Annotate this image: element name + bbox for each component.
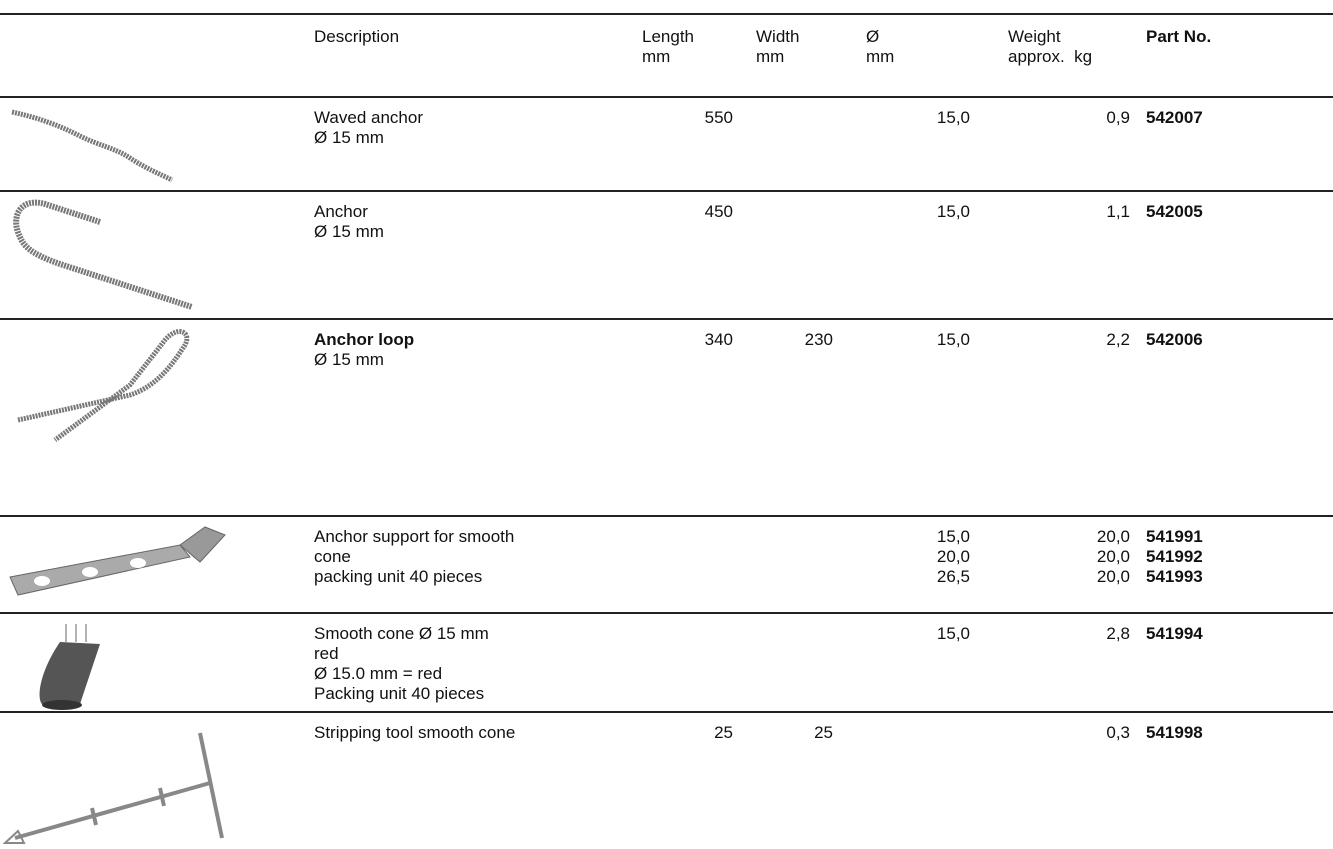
cell-description: Ø 15 mm — [314, 350, 384, 369]
cell-width: 25 — [814, 723, 833, 742]
cell-diameter: 26,5 — [936, 567, 970, 586]
anchor-support-image — [9, 526, 226, 596]
smooth-cone-image — [39, 624, 100, 710]
stripping-tool-image — [2, 732, 224, 844]
cell-diameter: 15,0 — [936, 624, 970, 643]
cell-description: Anchor — [314, 202, 368, 221]
cell-description: Smooth cone Ø 15 mm — [314, 624, 489, 643]
cell-diameter: 15,0 — [936, 330, 970, 349]
anchor-image — [13, 199, 193, 310]
cell-description: red — [314, 644, 339, 663]
cell-part-no: 541992 — [1146, 547, 1203, 566]
cell-description: Packing unit 40 pieces — [314, 684, 485, 703]
header-length: mm — [642, 47, 671, 66]
row-rule — [0, 515, 1333, 517]
row-rule — [0, 190, 1333, 192]
cell-diameter: 15,0 — [936, 108, 970, 127]
cell-weight: 0,3 — [1106, 723, 1130, 742]
cell-length: 340 — [704, 330, 733, 349]
cell-diameter: 20,0 — [936, 547, 970, 566]
row-rule — [0, 318, 1333, 320]
cell-length: 25 — [714, 723, 733, 742]
row-rule — [0, 13, 1333, 15]
header-weight: Weight — [1008, 27, 1061, 46]
cell-description: packing unit 40 pieces — [314, 567, 483, 586]
cell-part-no: 542006 — [1146, 330, 1203, 349]
cell-part-no: 541994 — [1146, 624, 1203, 643]
cell-description: Anchor loop — [314, 330, 415, 349]
cell-weight: 0,9 — [1106, 108, 1130, 127]
header-width: mm — [756, 47, 785, 66]
cell-diameter: 15,0 — [936, 527, 970, 546]
header-length: Length — [642, 27, 694, 46]
cell-description: Ø 15 mm — [314, 128, 384, 147]
header-part-no: Part No. — [1146, 27, 1212, 46]
header-weight: approx. kg — [1008, 47, 1093, 66]
header-diameter: mm — [866, 47, 895, 66]
anchor-loop-image — [17, 329, 190, 443]
cell-part-no: 542005 — [1146, 202, 1203, 221]
waved-anchor-image — [11, 109, 174, 183]
cell-weight: 2,2 — [1106, 330, 1130, 349]
cell-description: Waved anchor — [314, 108, 423, 127]
cell-part-no: 542007 — [1146, 108, 1203, 127]
cell-part-no: 541998 — [1146, 723, 1203, 742]
cell-weight: 20,0 — [1096, 567, 1130, 586]
cell-description: Stripping tool smooth cone — [314, 723, 516, 742]
cell-length: 450 — [704, 202, 733, 221]
cell-description: cone — [314, 547, 351, 566]
cell-description: Ø 15 mm — [314, 222, 384, 241]
cell-weight: 1,1 — [1106, 202, 1130, 221]
cell-description: Anchor support for smooth — [314, 527, 515, 546]
cell-description: Ø 15.0 mm = red — [314, 664, 443, 683]
cell-part-no: 541993 — [1146, 567, 1203, 586]
cell-weight: 20,0 — [1096, 547, 1130, 566]
row-rule — [0, 96, 1333, 98]
header-description: Description — [314, 27, 400, 46]
cell-weight: 20,0 — [1096, 527, 1130, 546]
header-diameter: Ø — [866, 27, 880, 46]
cell-width: 230 — [804, 330, 833, 349]
cell-length: 550 — [704, 108, 733, 127]
row-rule — [0, 612, 1333, 614]
cell-weight: 2,8 — [1106, 624, 1130, 643]
cell-part-no: 541991 — [1146, 527, 1203, 546]
header-width: Width — [756, 27, 800, 46]
row-rule — [0, 711, 1333, 713]
cell-diameter: 15,0 — [936, 202, 970, 221]
